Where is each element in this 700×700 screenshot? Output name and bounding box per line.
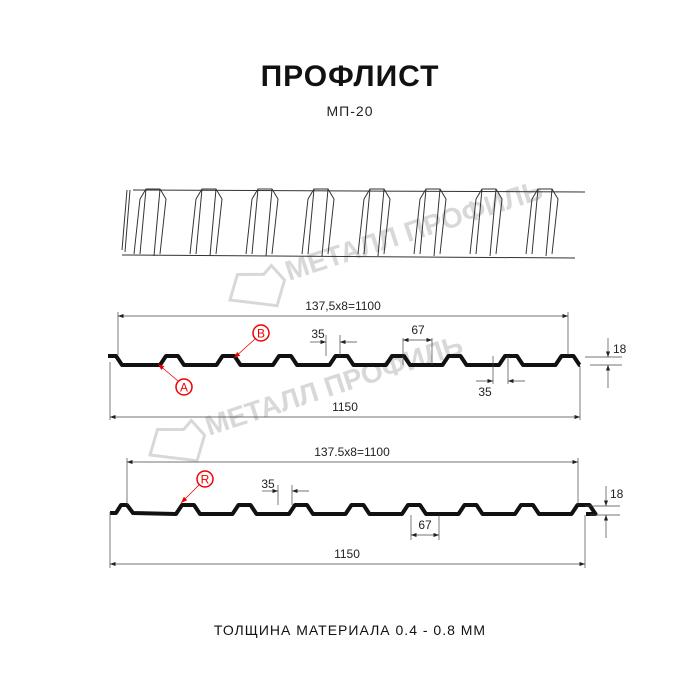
profile-line-1 [108,354,582,367]
marker-a-label: A [180,381,188,395]
sheet-rib [189,188,223,257]
page-title: ПРОФЛИСТ [260,60,440,93]
dim-total-label: 1150 [334,547,360,561]
dim-top-label: 35 [311,327,325,341]
dim-top-label: 35 [261,477,275,491]
dim-height-label: 18 [610,487,624,501]
profile-line-2 [110,503,598,516]
watermark-logo-icon [148,418,207,463]
dim-pitch-label: 137,5x8=1100 [305,299,381,313]
page-subtitle: МП-20 [326,103,374,119]
dim-rib-label: 67 [411,323,425,337]
marker-r [196,470,214,488]
marker-b [252,324,270,342]
profile-section-2: 137.5x8=1100 1150 35 67 18 R [109,445,624,568]
watermark-logo-icon [228,263,287,308]
sheet-3d-view [121,188,586,259]
material-thickness: ТОЛЩИНА МАТЕРИАЛА 0.4 - 0.8 ММ [213,622,487,638]
sheet-rib [301,188,335,257]
dim-total-label: 1150 [332,400,358,414]
watermark-logo-2: МЕТАЛЛ ПРОФИЛЬ [148,329,467,463]
dim-pitch-label: 137.5x8=1100 [314,445,390,459]
marker-a [175,378,193,396]
sheet-rib [245,188,279,257]
profile-section-1: 137,5x8=1100 1150 35 67 35 18 A B [108,299,627,420]
sheet-rib [413,188,447,257]
dim-height-label: 18 [613,342,627,356]
sheet-rib [357,188,391,257]
sheet-rib [469,188,503,257]
marker-b-label: B [257,327,265,341]
sheet-rib [525,188,559,257]
marker-r-label: R [201,473,210,487]
watermark-text: МЕТАЛЛ ПРОФИЛЬ [201,329,466,442]
sheet-rib [133,188,167,257]
dim-rib-label: 67 [418,518,432,532]
dim-bottom-label: 35 [478,385,492,399]
